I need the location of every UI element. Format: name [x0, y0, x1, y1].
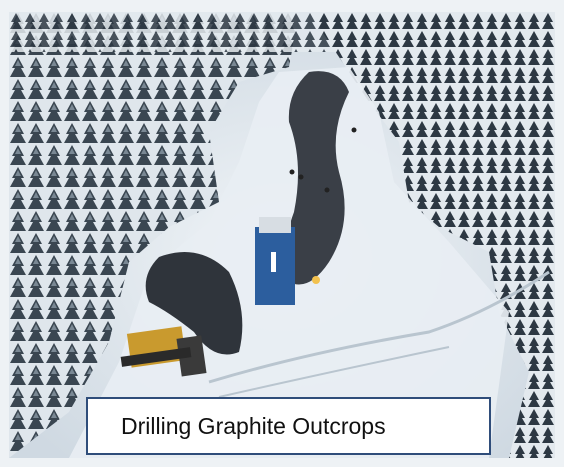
- photo-illustration: [9, 12, 555, 458]
- trench: [285, 71, 349, 285]
- worker: [289, 169, 295, 175]
- caption-box: Drilling Graphite Outcrops: [86, 397, 491, 455]
- worker: [324, 187, 330, 193]
- worker: [351, 127, 357, 133]
- work-light: [312, 276, 320, 284]
- aerial-photo: [9, 12, 555, 458]
- forest-left: [9, 12, 299, 458]
- worker: [298, 174, 304, 180]
- tracks: [208, 270, 550, 384]
- bulldozer: [120, 326, 207, 377]
- forest-top: [9, 12, 555, 52]
- excavation: [145, 252, 243, 355]
- drill-rig: [255, 217, 295, 305]
- caption-text: Drilling Graphite Outcrops: [121, 412, 386, 439]
- forest-right: [309, 12, 555, 458]
